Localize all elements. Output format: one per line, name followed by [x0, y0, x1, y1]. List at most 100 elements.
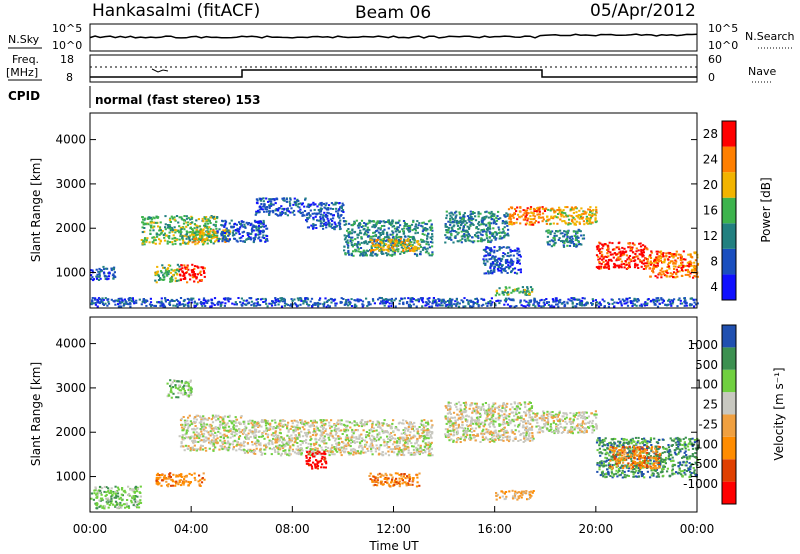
data-cell — [194, 243, 197, 246]
data-cell — [551, 230, 554, 233]
data-cell — [234, 229, 237, 231]
data-cell — [260, 197, 263, 200]
data-cell — [214, 438, 217, 441]
data-cell — [251, 227, 254, 230]
data-cell — [335, 448, 338, 450]
data-cell — [424, 222, 427, 225]
data-cell — [305, 220, 309, 223]
data-cell — [442, 300, 445, 303]
data-cell — [481, 230, 484, 233]
data-cell — [619, 250, 622, 253]
data-cell — [477, 211, 480, 214]
data-cell — [378, 220, 382, 223]
data-cell — [222, 224, 225, 227]
data-cell — [217, 430, 220, 433]
data-cell — [96, 275, 99, 278]
freq-noise — [151, 68, 169, 73]
data-cell — [331, 223, 334, 226]
data-cell — [92, 302, 95, 305]
data-cell — [345, 420, 348, 423]
data-cell — [487, 226, 490, 229]
data-cell — [386, 245, 389, 248]
data-cell — [265, 197, 268, 200]
data-cell — [242, 299, 245, 302]
data-cell — [572, 221, 575, 224]
data-cell — [401, 422, 404, 425]
data-cell — [403, 454, 406, 457]
data-cell — [597, 302, 600, 305]
data-cell — [680, 255, 683, 258]
data-cell — [105, 267, 108, 270]
data-cell — [303, 431, 307, 434]
data-cell — [219, 305, 222, 307]
data-cell — [497, 218, 500, 220]
data-cell — [450, 304, 453, 307]
data-cell — [105, 275, 108, 278]
data-cell — [162, 234, 165, 236]
data-cell — [557, 213, 560, 215]
data-cell — [186, 281, 189, 284]
data-cell — [282, 197, 285, 200]
data-cell — [481, 219, 485, 222]
nsearch-label: N.Search — [745, 30, 795, 43]
data-cell — [607, 267, 611, 270]
data-cell — [618, 298, 621, 301]
data-cell — [280, 299, 283, 302]
data-cell — [394, 243, 397, 245]
data-cell — [195, 224, 198, 227]
data-cell — [192, 273, 195, 276]
data-cell — [390, 246, 394, 249]
data-cell — [565, 233, 569, 236]
data-cell — [489, 262, 493, 265]
data-cell — [534, 208, 537, 211]
data-cell — [387, 244, 390, 247]
data-cell — [157, 275, 160, 278]
data-cell — [319, 222, 322, 225]
data-cell — [289, 197, 292, 200]
data-cell — [379, 302, 382, 305]
data-cell — [156, 235, 159, 238]
data-cell — [479, 212, 482, 215]
data-cell — [375, 254, 378, 257]
data-cell — [199, 270, 202, 273]
data-cell — [173, 229, 176, 231]
data-cell — [526, 304, 529, 307]
data-cell — [441, 304, 444, 307]
data-cell — [274, 299, 277, 302]
data-cell — [468, 217, 471, 219]
data-cell — [425, 240, 428, 243]
data-cell — [178, 216, 181, 219]
data-cell — [427, 441, 430, 444]
data-cell — [187, 422, 190, 425]
data-cell — [489, 222, 493, 225]
data-cell — [357, 300, 360, 303]
data-cell — [569, 208, 572, 211]
data-cell — [179, 243, 182, 246]
data-cell — [339, 437, 342, 440]
data-cell — [238, 233, 241, 235]
data-cell — [549, 233, 552, 236]
data-cell — [338, 429, 341, 432]
data-cell — [509, 213, 512, 216]
data-cell — [350, 252, 353, 255]
data-cell — [393, 240, 396, 243]
data-cell — [493, 246, 496, 249]
data-cell — [529, 215, 532, 218]
data-cell — [480, 223, 483, 226]
data-cell — [421, 248, 425, 251]
data-cell — [425, 447, 428, 450]
data-cell — [385, 443, 389, 446]
data-cell — [214, 446, 217, 449]
data-cell — [94, 298, 97, 301]
data-cell — [407, 249, 410, 252]
data-cell — [168, 304, 172, 306]
data-cell — [571, 301, 574, 304]
data-cell — [676, 270, 679, 273]
data-cell — [517, 268, 520, 271]
data-cell — [485, 302, 488, 305]
data-cell — [634, 299, 637, 302]
data-cell — [296, 424, 299, 427]
data-cell — [555, 216, 558, 219]
data-cell — [630, 260, 633, 263]
data-cell — [154, 242, 157, 245]
